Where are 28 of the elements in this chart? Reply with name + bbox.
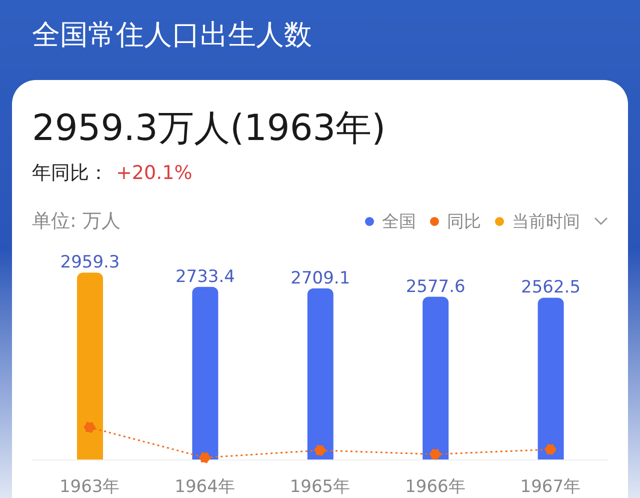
bar: [307, 288, 334, 460]
point: [429, 448, 441, 460]
point: [314, 444, 326, 456]
bar: [538, 298, 564, 460]
point: [544, 444, 556, 456]
legend-label: 全国: [382, 211, 416, 233]
legend-label: 当前时间: [512, 211, 580, 233]
legend-label: 同比: [447, 211, 481, 233]
text: +20.1%: [116, 162, 192, 184]
y-axis-title: 单位: 万人: [32, 209, 120, 234]
chart-title: 全国常住人口出生人数: [32, 17, 312, 53]
bar: [77, 272, 103, 460]
point: [84, 422, 96, 434]
point: [199, 452, 211, 464]
data-label: 2709.1: [290, 268, 350, 288]
data-label: 2733.4: [175, 266, 235, 287]
data-label: 2577.6: [406, 276, 466, 297]
bar: [422, 296, 449, 460]
x-tick-label: 1965年: [290, 477, 350, 498]
chart-subtitle: 2959.3万人(1963年): [32, 107, 386, 151]
data-label: 2562.5: [521, 278, 581, 298]
text: 年同比：: [32, 162, 108, 184]
bar: [192, 286, 218, 460]
data-label: 2959.3: [60, 252, 120, 273]
x-tick-label: 1963年: [59, 477, 120, 498]
x-tick-label: 1966年: [405, 477, 466, 498]
x-tick-label: 1964年: [174, 477, 235, 498]
x-tick-label: 1967年: [520, 477, 581, 498]
